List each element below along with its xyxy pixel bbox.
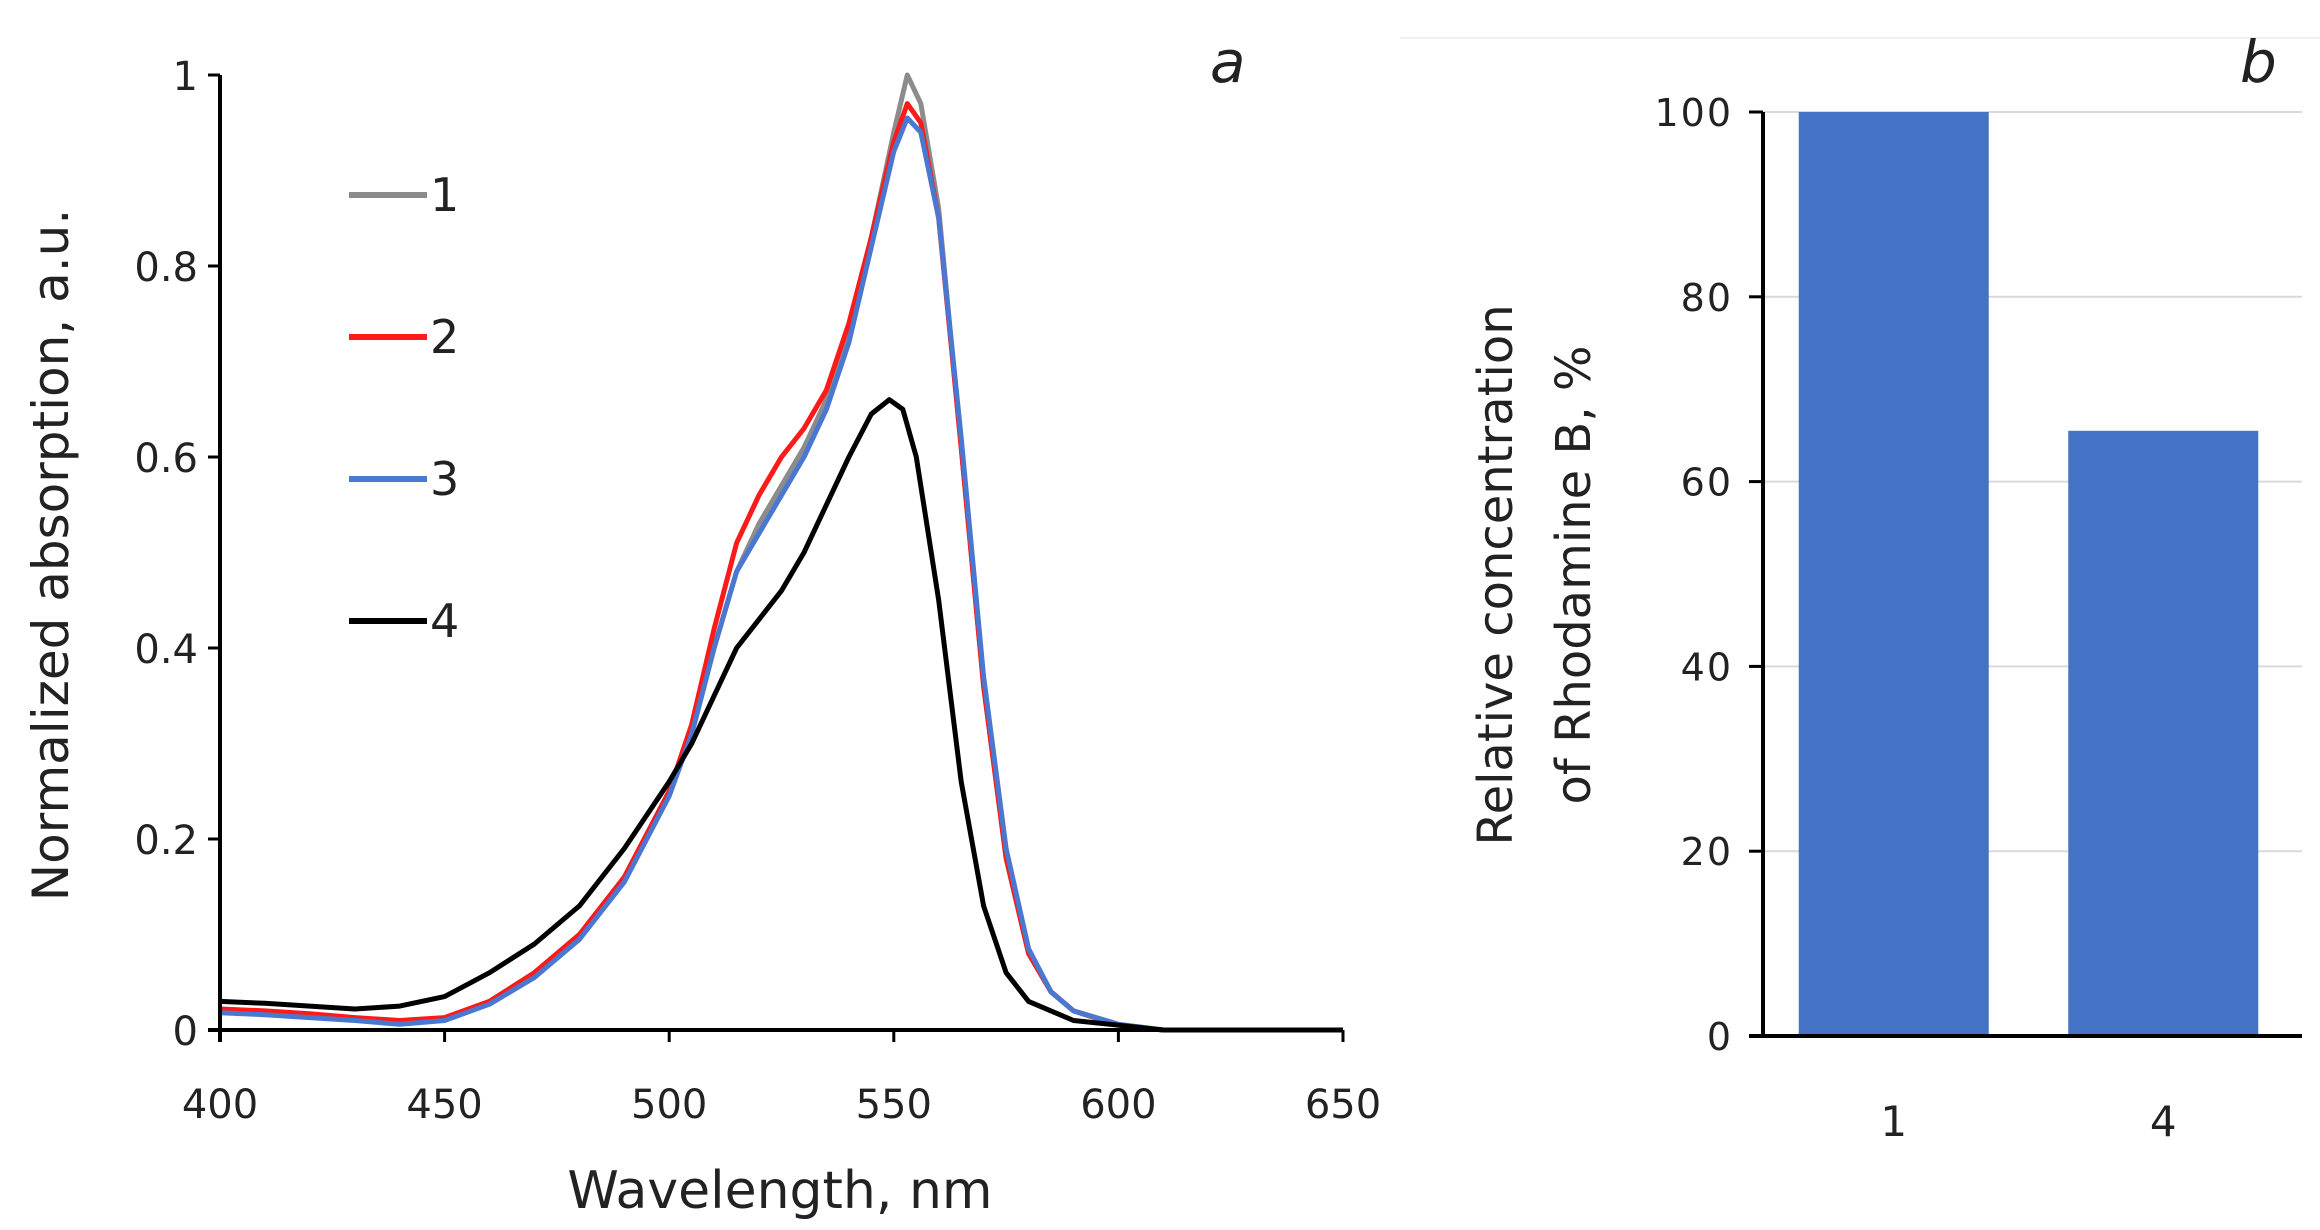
legend-label-4: 4	[430, 594, 459, 648]
panel-b-label: b	[2240, 28, 2277, 96]
x-tick-label-a: 400	[182, 1082, 258, 1128]
x-tick-label-a: 500	[631, 1082, 707, 1128]
y-tick-label-b: 60	[1681, 461, 1733, 505]
legend-label-3: 3	[430, 452, 459, 506]
y-tick-label-b: 20	[1681, 830, 1733, 874]
y-tick-label-a: 0.6	[134, 436, 198, 482]
y-tick-label-a: 0	[173, 1009, 198, 1055]
y-axis-title-b-line1: Relative concentration	[1468, 304, 1524, 845]
panel-a-label: a	[1210, 28, 1246, 96]
y-tick-label-b: 100	[1654, 91, 1733, 135]
x-tick-label-b: 4	[2150, 1097, 2177, 1146]
y-tick-label-a: 0.2	[134, 818, 198, 864]
series-line-4	[219, 397, 1343, 1033]
x-tick-label-a: 600	[1080, 1082, 1156, 1128]
y-tick-label-a: 0.4	[134, 627, 198, 673]
panel-a-absorption-spectra: 0 0.2 0.4 0.6 0.8 1 400 450 500 550 600 650 1 2 3 4	[134, 54, 1381, 1128]
y-axis-title-a: Normalized absorption, a.u.	[22, 209, 80, 901]
y-tick-label-b: 0	[1707, 1015, 1733, 1059]
y-tick-label-b: 40	[1681, 645, 1733, 689]
series-line-1	[219, 72, 1343, 1033]
series-line-2	[219, 101, 1343, 1033]
x-tick-label-a: 550	[856, 1082, 932, 1128]
bar-1	[1798, 112, 1989, 1036]
legend-label-2: 2	[430, 310, 459, 364]
bar-4	[2068, 430, 2259, 1036]
series-line-3	[219, 115, 1343, 1033]
y-tick-label-a: 0.8	[134, 245, 198, 291]
x-tick-label-a: 650	[1305, 1082, 1381, 1128]
y-tick-label-a: 1	[173, 54, 198, 100]
y-axis-title-b-line2: of Rhodamine B, %	[1546, 346, 1602, 805]
x-tick-label-a: 450	[406, 1082, 482, 1128]
legend-label-1: 1	[430, 168, 459, 222]
x-axis-title-a: Wavelength, nm	[567, 1161, 992, 1221]
y-tick-label-b: 80	[1681, 276, 1733, 320]
x-tick-label-b: 1	[1880, 1097, 1907, 1146]
panel-b-concentration-bars: 0 20 40 60 80 100 1 4	[1400, 37, 2320, 1146]
